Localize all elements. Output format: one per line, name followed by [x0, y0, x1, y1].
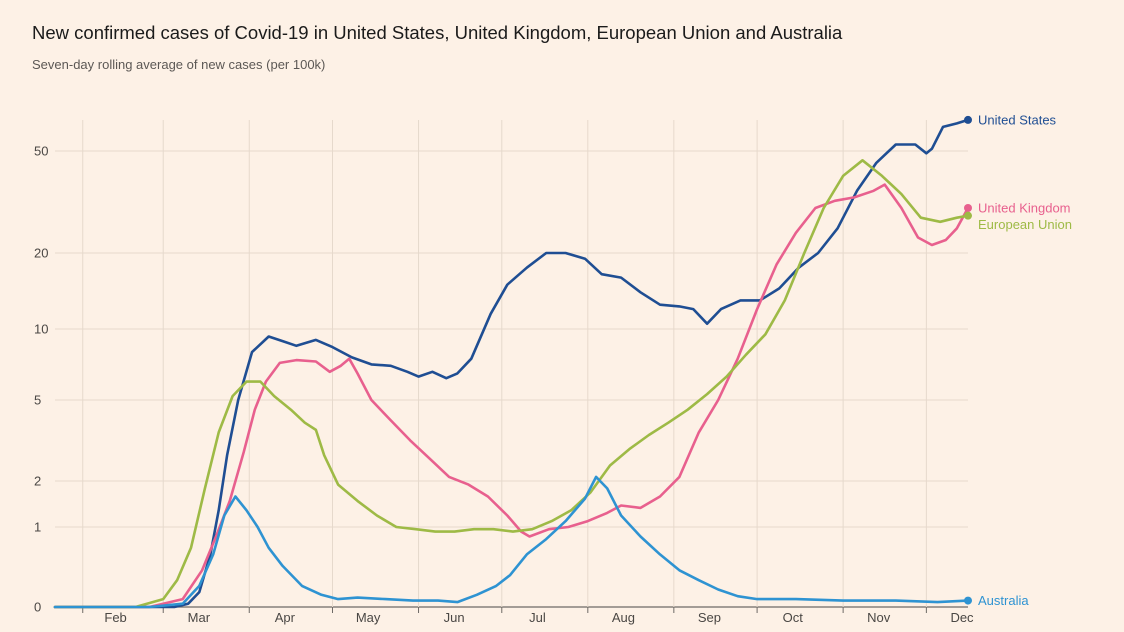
y-tick-label: 5 — [34, 393, 41, 408]
x-tick-label: Aug — [612, 610, 635, 625]
series-label-layer: United States United Kingdom European Unio… — [964, 112, 1072, 608]
y-tick-label: 2 — [34, 474, 41, 489]
series-line — [53, 475, 970, 609]
series-line — [53, 159, 970, 609]
series-label: United Kingdom — [978, 200, 1071, 215]
series-line — [53, 118, 970, 609]
series-end-marker — [964, 115, 972, 124]
series-end-marker — [964, 211, 972, 220]
y-tick-label: 0 — [34, 600, 41, 615]
series-line — [53, 183, 970, 609]
chart-title: New confirmed cases of Covid-19 in Unite… — [32, 22, 843, 43]
x-tick-label: Jun — [444, 610, 465, 625]
x-tick-label: Oct — [783, 610, 804, 625]
y-tick-label: 1 — [34, 520, 41, 535]
x-tick-label: Sep — [698, 610, 721, 625]
y-tick-label: 20 — [34, 246, 48, 261]
series-end-marker — [964, 596, 972, 605]
y-tick-label: 50 — [34, 144, 48, 159]
series-label: European Union — [978, 217, 1072, 232]
axis-layer: 0 1 2 5 10 20 50 Feb Mar Apr May Jun Jul Aug Sep Oct Nov… — [34, 144, 974, 626]
series-layer — [53, 118, 970, 609]
x-tick-label: May — [356, 610, 381, 625]
y-tick-label: 10 — [34, 322, 48, 337]
x-tick-label: Jul — [529, 610, 546, 625]
x-tick-label: Mar — [188, 610, 211, 625]
chart-subtitle: Seven-day rolling average of new cases (… — [32, 57, 326, 72]
x-tick-label: Feb — [104, 610, 126, 625]
series-end-marker — [964, 203, 972, 212]
x-tick-label: Apr — [275, 610, 296, 625]
x-tick-label: Nov — [867, 610, 891, 625]
x-tick-label: Dec — [950, 610, 974, 625]
grid-layer — [55, 120, 968, 608]
series-label: Australia — [978, 593, 1029, 608]
series-label: United States — [978, 112, 1057, 127]
